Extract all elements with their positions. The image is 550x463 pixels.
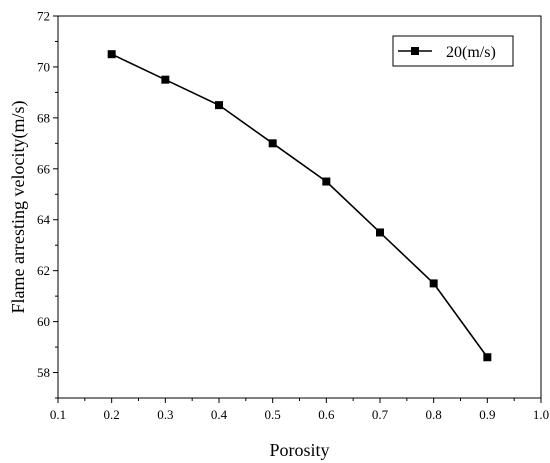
data-point-marker bbox=[268, 139, 277, 148]
x-tick-label: 0.8 bbox=[426, 407, 442, 422]
x-tick-label: 0.7 bbox=[372, 407, 389, 422]
y-axis-title: Flame arresting velocity(m/s) bbox=[8, 101, 29, 314]
y-tick-label: 70 bbox=[37, 59, 50, 74]
x-tick-label: 1.0 bbox=[533, 407, 549, 422]
data-point-marker bbox=[429, 279, 438, 288]
series-line bbox=[111, 53, 488, 358]
y-tick-label: 60 bbox=[37, 314, 50, 329]
x-axis-ticks: 0.1 0.2 0.3 0.4 0.5 0.6 0.7 0.8 0.9 1.0 bbox=[50, 398, 549, 422]
x-tick-label: 0.5 bbox=[265, 407, 281, 422]
y-tick-label: 72 bbox=[37, 9, 50, 24]
data-point-marker bbox=[215, 101, 223, 110]
x-tick-label: 0.9 bbox=[479, 407, 495, 422]
x-tick-label: 0.1 bbox=[50, 407, 66, 422]
data-point-marker bbox=[322, 177, 331, 186]
data-point-marker bbox=[107, 50, 116, 59]
y-axis-ticks: 58 60 62 64 66 68 70 72 bbox=[37, 9, 58, 399]
x-axis-title: Porosity bbox=[269, 440, 329, 460]
x-tick-label: 0.3 bbox=[157, 407, 173, 422]
plot-frame bbox=[57, 15, 542, 399]
data-point-marker bbox=[161, 75, 170, 84]
y-tick-label: 66 bbox=[37, 161, 51, 176]
y-tick-label: 62 bbox=[37, 263, 50, 278]
x-tick-label: 0.4 bbox=[211, 407, 228, 422]
legend-marker-square bbox=[411, 47, 419, 55]
data-point-marker bbox=[376, 228, 384, 237]
x-tick-label: 0.6 bbox=[318, 407, 335, 422]
series-layer bbox=[107, 50, 492, 362]
plot-area bbox=[57, 15, 542, 399]
y-tick-label: 68 bbox=[37, 110, 50, 125]
legend-label: 20(m/s) bbox=[446, 44, 496, 61]
legend: 20(m/s) bbox=[392, 35, 514, 67]
y-tick-label: 58 bbox=[37, 365, 50, 380]
y-tick-label: 64 bbox=[37, 212, 51, 227]
data-point-marker bbox=[483, 353, 492, 362]
x-tick-label: 0.2 bbox=[104, 407, 120, 422]
